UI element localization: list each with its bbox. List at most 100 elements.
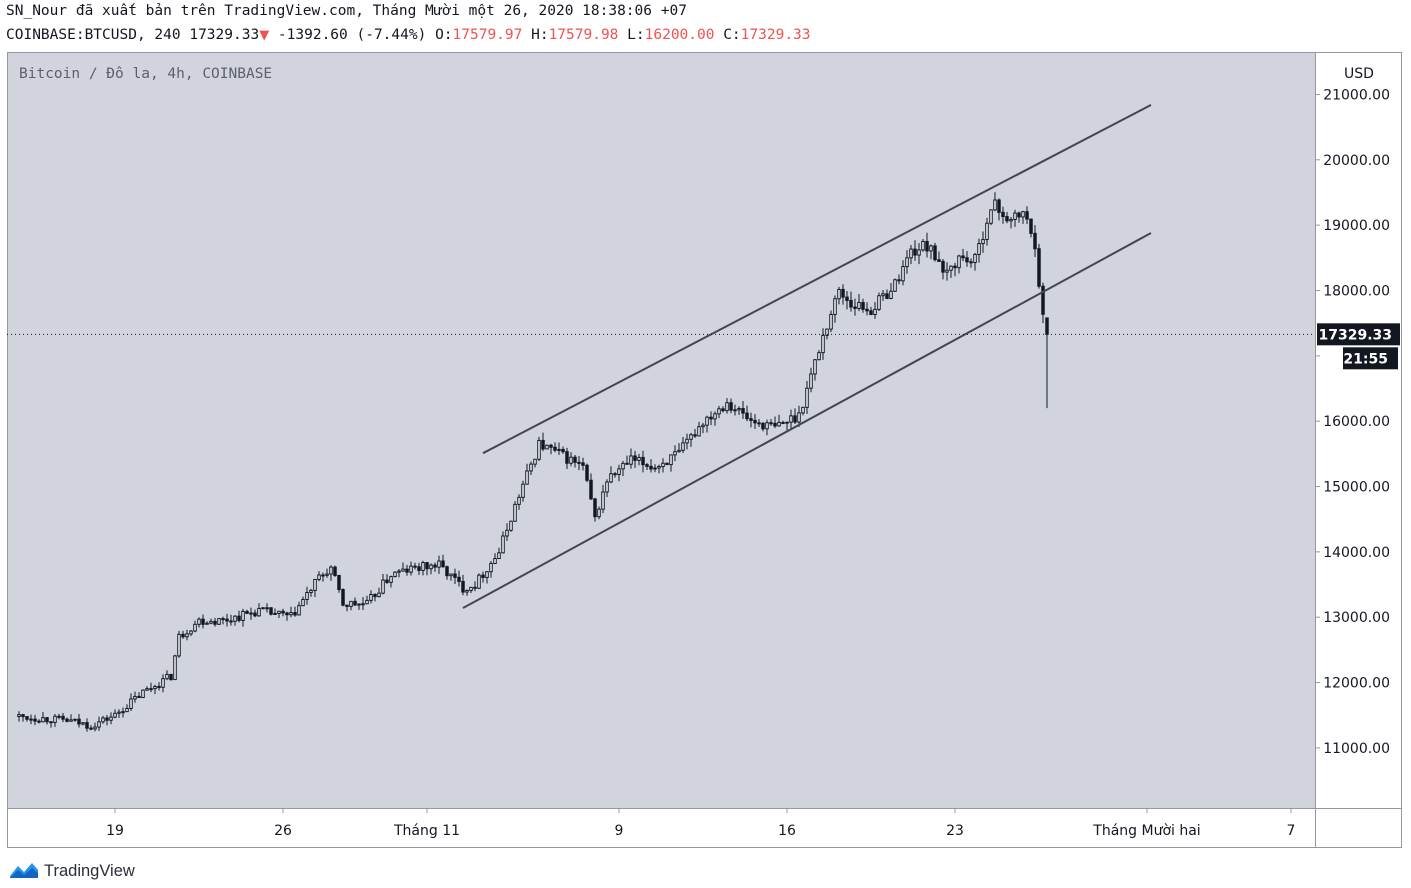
candle-body xyxy=(73,718,77,721)
candle-body xyxy=(453,573,457,578)
chart-panel[interactable]: 11000.00 12000.00 13000.00 14000.00 15000.00… xyxy=(7,52,1402,848)
y-tick-label: 11000.00 xyxy=(1323,741,1390,757)
high-value: 17579.98 xyxy=(548,27,619,43)
candle-body xyxy=(521,483,525,498)
candle-body xyxy=(969,261,973,264)
candle-body xyxy=(201,618,205,625)
symbol-info-line: COINBASE:BTCUSD, 240 17329.33▼ -1392.60 … xyxy=(6,27,811,43)
candle-body xyxy=(789,415,793,423)
candle-body xyxy=(565,451,569,464)
candle-body xyxy=(993,199,997,211)
price-chart[interactable]: 11000.00 12000.00 13000.00 14000.00 15000.00… xyxy=(7,52,1402,848)
candle-body xyxy=(369,593,373,601)
candle-body xyxy=(421,562,425,571)
close-value: 17329.33 xyxy=(740,27,811,43)
candle-body xyxy=(885,293,889,299)
candle-body xyxy=(481,574,485,578)
candle-body xyxy=(913,248,917,256)
candle-body xyxy=(1029,218,1033,234)
candle-body xyxy=(609,473,613,483)
candle-body xyxy=(945,269,949,273)
candle-body xyxy=(1009,218,1013,222)
candle-body xyxy=(517,496,521,505)
candle-body xyxy=(725,402,729,412)
candle-body xyxy=(641,456,645,466)
candle-body xyxy=(97,721,101,728)
candle-body xyxy=(237,615,241,621)
candle-body xyxy=(249,612,253,615)
candle-body xyxy=(293,612,297,616)
candle-body xyxy=(145,688,149,691)
candle-body xyxy=(785,421,789,424)
candle-body xyxy=(813,359,817,375)
candle-body xyxy=(425,562,429,570)
candle-body xyxy=(229,620,233,623)
candle-body xyxy=(573,456,577,463)
candle-body xyxy=(117,711,121,714)
candle-body xyxy=(701,424,705,428)
candle-body xyxy=(997,199,1001,213)
candle-body xyxy=(321,574,325,577)
candle-body xyxy=(489,562,493,573)
candle-body xyxy=(769,422,773,425)
open-label: O: xyxy=(435,27,453,43)
candle-body xyxy=(889,290,893,299)
candle-body xyxy=(33,718,37,722)
candle-body xyxy=(529,463,533,472)
candle-body xyxy=(329,566,333,575)
candle-body xyxy=(309,589,313,594)
candle-body xyxy=(825,328,829,336)
last-price: 17329.33 xyxy=(189,27,260,43)
candle-body xyxy=(881,293,885,297)
triangle-down-icon: ▼ xyxy=(259,28,270,43)
candle-body xyxy=(125,707,129,713)
candle-body xyxy=(981,239,985,245)
candle-body xyxy=(773,422,777,427)
candle-body xyxy=(673,451,677,456)
x-tick-label: 7 xyxy=(1287,823,1296,839)
candle-body xyxy=(613,473,617,476)
y-tick-label: 20000.00 xyxy=(1323,153,1390,169)
candle-body xyxy=(449,573,453,577)
candle-body xyxy=(1017,212,1021,218)
candle-body xyxy=(25,716,29,720)
candle-body xyxy=(433,564,437,568)
candle-body xyxy=(821,334,825,354)
candle-body xyxy=(853,306,857,309)
candle-body xyxy=(281,610,285,614)
candle-body xyxy=(873,308,877,315)
candle-body xyxy=(509,520,513,531)
candle-body xyxy=(165,673,169,680)
tradingview-logo-icon xyxy=(10,863,38,878)
candle-body xyxy=(985,222,989,241)
candle-body xyxy=(861,301,865,310)
candle-body xyxy=(313,578,317,591)
candle-body xyxy=(365,599,369,605)
candle-body xyxy=(1025,211,1029,220)
candle-body xyxy=(653,467,657,470)
candle-body xyxy=(225,618,229,622)
candle-body xyxy=(845,296,849,301)
candle-body xyxy=(77,718,81,725)
candle-body xyxy=(389,576,393,583)
candle-body xyxy=(69,719,73,722)
candle-body xyxy=(437,560,441,568)
candle-body xyxy=(477,574,481,589)
candle-body xyxy=(285,612,289,616)
x-tick-label: Tháng Mười hai xyxy=(1092,823,1200,839)
candle-body xyxy=(857,301,861,309)
candle-body xyxy=(161,678,165,688)
candle-body xyxy=(45,717,49,723)
candle-body xyxy=(89,727,93,730)
x-tick-label: 19 xyxy=(106,823,124,839)
candle-body xyxy=(393,571,397,578)
candle-body xyxy=(485,571,489,578)
candle-body xyxy=(745,412,749,420)
candle-body xyxy=(525,470,529,485)
candle-body xyxy=(929,245,933,252)
low-value: 16200.00 xyxy=(644,27,715,43)
x-tick-label: Tháng 11 xyxy=(393,823,460,839)
candle-body xyxy=(429,564,433,570)
candle-body xyxy=(185,633,189,638)
candle-body xyxy=(841,288,845,298)
